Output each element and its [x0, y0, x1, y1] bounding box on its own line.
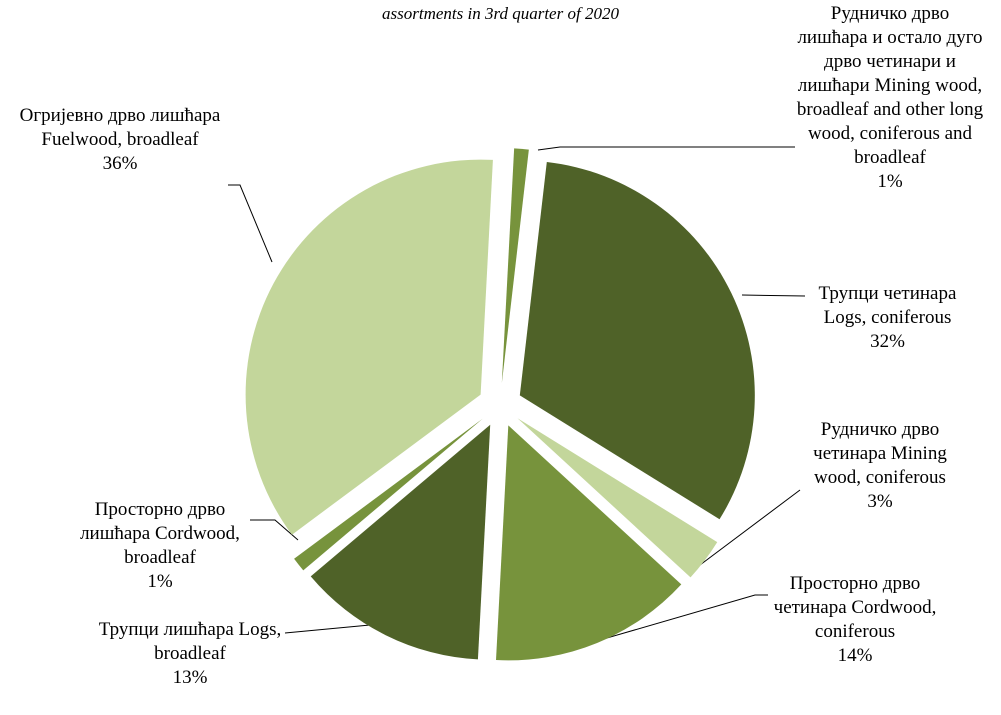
- category-label: Просторно дрво четинара Cordwood, conife…: [773, 573, 937, 642]
- category-label: Рудничко дрво четинара Mining wood, coni…: [813, 419, 947, 488]
- pie-slice: [310, 424, 491, 660]
- pie-slice: [496, 425, 682, 661]
- leader-line: [284, 624, 371, 634]
- slice-label: Рудничко дрво четинара Mining wood, coni…: [790, 418, 970, 514]
- value-label: 1%: [877, 171, 903, 192]
- slice-label: Просторно дрво лишћара Cordwood, broadle…: [60, 498, 260, 594]
- leader-line: [228, 184, 273, 263]
- value-label: 1%: [147, 571, 173, 592]
- value-label: 14%: [837, 645, 873, 666]
- pie-slice: [519, 161, 755, 520]
- leader-line: [537, 146, 795, 151]
- value-label: 36%: [102, 153, 138, 174]
- leader-line: [699, 489, 801, 566]
- leader-line: [741, 294, 806, 297]
- value-label: 32%: [870, 331, 905, 352]
- leader-line: [250, 519, 299, 541]
- slice-label: Трупци четинара Logs, coniferous 32%: [800, 282, 975, 354]
- category-label: Трупци четинара Logs, coniferous: [818, 283, 957, 328]
- value-label: 13%: [172, 667, 208, 688]
- chart-title: assortments in 3rd quarter of 2020: [382, 4, 619, 23]
- category-label: Просторно дрво лишћара Cordwood, broadle…: [80, 499, 240, 568]
- pie-slice: [501, 148, 529, 384]
- category-label: Рудничко дрво лишћара и остало дуго дрво…: [796, 3, 984, 168]
- value-label: 3%: [867, 491, 893, 512]
- pie-slice: [245, 159, 493, 535]
- category-label: Огријевно дрво лишћара Fuelwood, broadle…: [19, 105, 221, 150]
- leader-line: [599, 594, 768, 641]
- slice-label: Огријевно дрво лишћара Fuelwood, broadle…: [10, 104, 230, 176]
- slice-label: Просторно дрво четинара Cordwood, conife…: [755, 572, 955, 668]
- pie-slice: [517, 418, 718, 578]
- slice-label: Рудничко дрво лишћара и остало дуго дрво…: [795, 2, 985, 194]
- slice-label: Трупци лишћара Logs, broadleaf 13%: [90, 618, 290, 690]
- category-label: Трупци лишћара Logs, broadleaf: [98, 619, 282, 664]
- pie-slice: [294, 418, 483, 571]
